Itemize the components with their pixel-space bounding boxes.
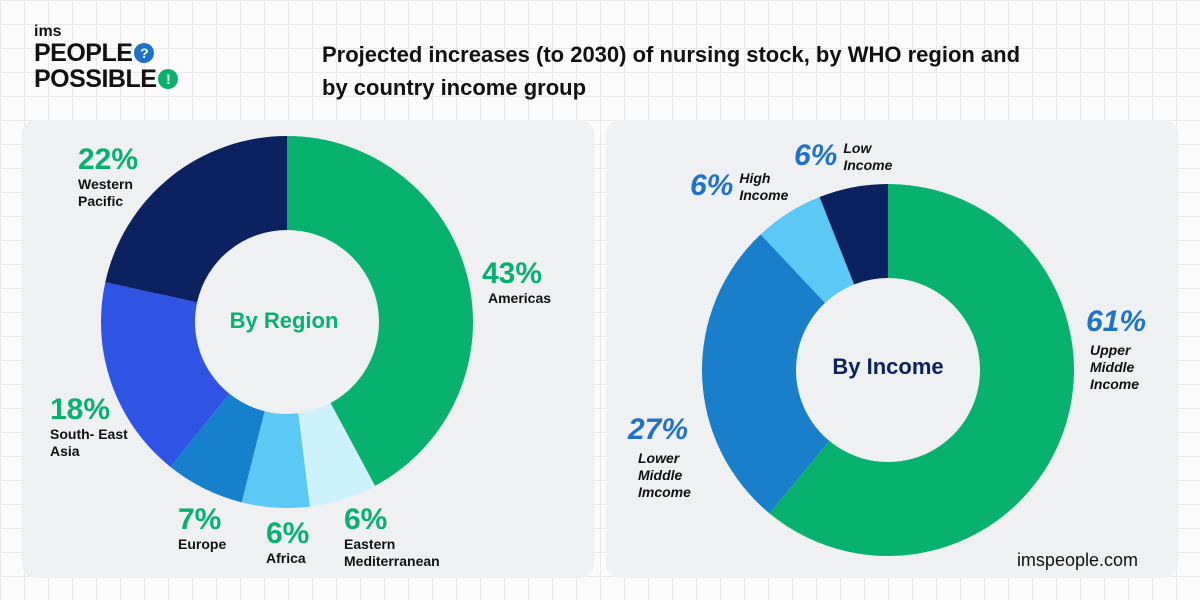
region-slice-americas: [287, 136, 473, 486]
africa-name-label: Africa: [266, 550, 306, 566]
south-east-asia-value-label: 18%: [50, 393, 111, 426]
high-income-name-label: High Income: [739, 170, 789, 203]
income-slice-upper-middle-income: [769, 184, 1074, 556]
region-slice-africa: [241, 411, 310, 508]
logo: ims PEOPLE ? POSSIBLE !: [34, 23, 179, 93]
label-south-east-asia: 18% South- East Asia: [50, 394, 130, 460]
eastern-mediterranean-value-label: 6%: [344, 503, 388, 536]
region-panel: By Region 43% Americas 6% Eastern Medite…: [22, 120, 594, 578]
label-low-income: 6% Low Income: [794, 140, 913, 174]
africa-value-label: 6%: [266, 517, 310, 550]
low-income-value-label: 6%: [794, 139, 838, 172]
income-center-label: By Income: [832, 354, 944, 379]
upper-middle-income-value-label: 61%: [1086, 305, 1147, 338]
europe-value-label: 7%: [178, 503, 222, 536]
lower-middle-income-value-label: 27%: [628, 413, 689, 446]
western-pacific-name-label: Western Pacific: [78, 176, 133, 209]
high-income-value-label: 6%: [690, 169, 734, 202]
label-upper-middle-income: 61% Upper Middle Income: [1086, 306, 1160, 393]
income-slice-lower-middle-imcome: [702, 234, 830, 514]
income-slice-low-income: [819, 184, 888, 285]
americas-value-label: 43%: [482, 257, 543, 290]
label-americas: 43% Americas: [482, 258, 551, 307]
region-center-label: By Region: [229, 308, 339, 333]
label-europe: 7% Europe: [178, 504, 226, 553]
question-icon: ?: [134, 43, 155, 63]
region-slice-south-east-asia: [101, 282, 230, 467]
label-eastern-mediterranean: 6% Eastern Mediterranean: [344, 504, 454, 570]
region-donut-chart: [101, 135, 473, 508]
eastern-mediterranean-name-label: Eastern Mediterranean: [344, 536, 440, 569]
income-slice-high-income: [760, 197, 855, 303]
page-title: Projected increases (to 2030) of nursing…: [322, 42, 1021, 100]
label-lower-middle-income: 27% Lower Middle Imcome: [628, 414, 718, 501]
website-url: imspeople.com: [1016, 550, 1138, 570]
upper-middle-income-name-label: Upper Middle Income: [1090, 342, 1140, 392]
lower-middle-income-name-label: Lower Middle Imcome: [638, 450, 691, 500]
logo-line1: PEOPLE ?: [34, 40, 178, 66]
americas-name-label: Americas: [488, 290, 552, 306]
low-income-name-label: Low Income: [843, 140, 893, 173]
label-africa: 6% Africa: [266, 518, 309, 567]
label-high-income: 6% High Income: [690, 170, 799, 204]
income-donut-chart: [702, 184, 1074, 556]
region-slice-europe: [170, 393, 265, 503]
income-panel: By Income 61% Upper Middle Income 27% Lo…: [606, 120, 1178, 578]
europe-name-label: Europe: [178, 536, 227, 552]
logo-text-possible: POSSIBLE: [34, 65, 157, 93]
logo-line2: POSSIBLE !: [34, 65, 179, 93]
logo-ims: ims: [34, 23, 62, 40]
region-slice-eastern-mediterranean: [298, 403, 375, 507]
region-slice-western-pacific: [105, 135, 287, 303]
logo-text-people: PEOPLE: [34, 39, 133, 67]
south-east-asia-name-label: South- East Asia: [50, 426, 128, 459]
label-western-pacific: 22% Western Pacific: [78, 144, 148, 210]
exclamation-icon: !: [158, 69, 179, 89]
western-pacific-value-label: 22%: [78, 143, 139, 176]
